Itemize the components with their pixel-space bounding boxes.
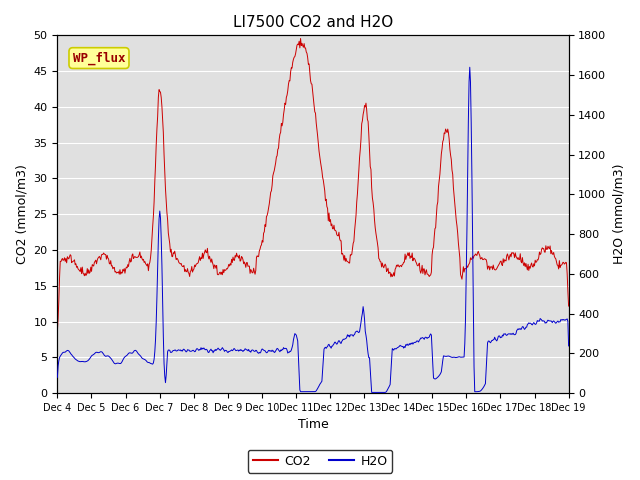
Legend: CO2, H2O: CO2, H2O <box>248 450 392 473</box>
X-axis label: Time: Time <box>298 419 328 432</box>
Title: LI7500 CO2 and H2O: LI7500 CO2 and H2O <box>233 15 393 30</box>
Y-axis label: CO2 (mmol/m3): CO2 (mmol/m3) <box>15 164 28 264</box>
Y-axis label: H2O (mmol/m3): H2O (mmol/m3) <box>612 164 625 264</box>
Text: WP_flux: WP_flux <box>73 51 125 65</box>
